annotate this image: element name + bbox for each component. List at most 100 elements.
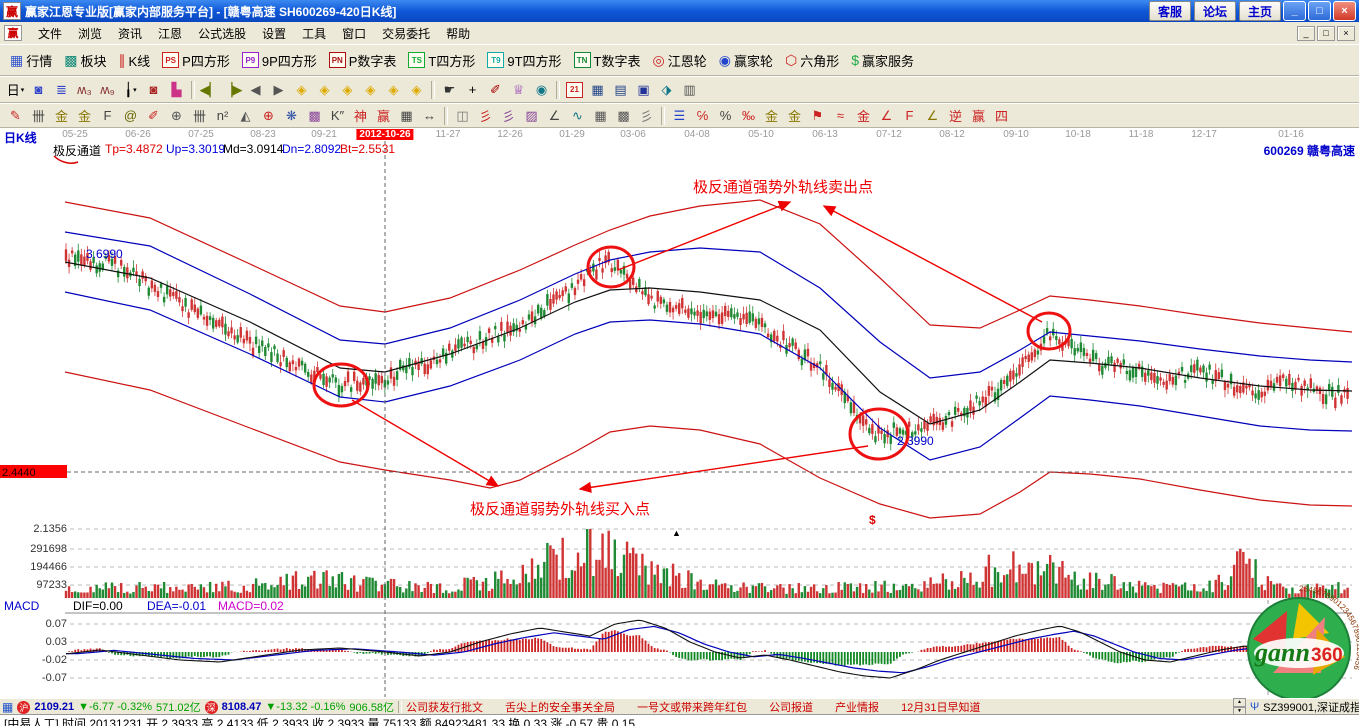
network-icon[interactable]: ⬗ bbox=[655, 80, 678, 100]
tool-六角形[interactable]: ⬡ 六角形 bbox=[779, 50, 845, 71]
purple-fan-icon[interactable]: 彡 bbox=[497, 106, 520, 126]
menu-文件[interactable]: 文件 bbox=[38, 26, 63, 41]
gold-line-icon[interactable]: 金 bbox=[783, 106, 806, 126]
tool-9T四方形[interactable]: T9 9T四方形 bbox=[481, 50, 567, 71]
chart-list-icon[interactable]: ☰ bbox=[668, 106, 691, 126]
gold-angle-icon[interactable]: ∠ bbox=[921, 106, 944, 126]
tool-9P四方形[interactable]: P9 9P四方形 bbox=[236, 50, 323, 71]
notes-icon[interactable]: ▤ bbox=[609, 80, 632, 100]
shen-tool-icon[interactable]: 神 bbox=[349, 106, 372, 126]
span-arrow-icon[interactable]: ↔ bbox=[418, 106, 441, 126]
menu-工具[interactable]: 工具 bbox=[302, 26, 327, 41]
zoom-in-icon[interactable]: ◈ bbox=[359, 80, 382, 100]
gold-red-icon[interactable]: 金 bbox=[852, 106, 875, 126]
pattern-blue-icon[interactable]: ◙ bbox=[27, 80, 50, 100]
angle-flag-icon[interactable]: ◭ bbox=[234, 106, 257, 126]
tool-P四方形[interactable]: PS P四方形 bbox=[156, 50, 236, 71]
gridbox-icon[interactable]: ▦ bbox=[589, 106, 612, 126]
news-link-1[interactable]: 舌尖上的安全事关全局 bbox=[505, 702, 616, 714]
zoom-h-icon[interactable]: ◈ bbox=[336, 80, 359, 100]
red-angle-icon[interactable]: ∠ bbox=[875, 106, 898, 126]
news-link-3[interactable]: 公司报道 bbox=[769, 702, 814, 714]
prev-bar-icon[interactable]: ◀ bbox=[244, 80, 267, 100]
next-bar-icon[interactable]: ▶ bbox=[267, 80, 290, 100]
win-tool-icon[interactable]: 赢 bbox=[372, 106, 395, 126]
zoom-all-icon[interactable]: ◈ bbox=[405, 80, 428, 100]
pen-tool-icon[interactable]: ✎ bbox=[4, 106, 27, 126]
tool-江恩轮[interactable]: ◎ 江恩轮 bbox=[647, 50, 713, 71]
menu-窗口[interactable]: 窗口 bbox=[342, 26, 367, 41]
gann-circle-icon[interactable]: ⊕ bbox=[257, 106, 280, 126]
calculator-icon[interactable]: ▦ bbox=[586, 80, 609, 100]
ni-tool-icon[interactable]: 逆 bbox=[944, 106, 967, 126]
zoom-left-icon[interactable]: ◈ bbox=[290, 80, 313, 100]
news-link-5[interactable]: 12月31日早知道 bbox=[901, 702, 981, 714]
percent-icon[interactable]: % bbox=[714, 106, 737, 126]
comb2-tool-icon[interactable]: 卌 bbox=[188, 106, 211, 126]
print-icon[interactable]: ▥ bbox=[678, 80, 701, 100]
news-link-0[interactable]: 公司获发行批文 bbox=[406, 702, 484, 714]
child-restore-button[interactable]: □ bbox=[1317, 25, 1335, 41]
spiral-tool-icon[interactable]: @ bbox=[119, 106, 142, 126]
win2-tool-icon[interactable]: 赢 bbox=[967, 106, 990, 126]
f-angle-icon[interactable]: F bbox=[898, 106, 921, 126]
tool-赢家服务[interactable]: $ 赢家服务 bbox=[845, 50, 920, 71]
permille-icon[interactable]: ‰ bbox=[737, 106, 760, 126]
tool-行情[interactable]: ▦ 行情 bbox=[4, 50, 58, 71]
wave3-icon[interactable]: ʍ₃ bbox=[73, 80, 96, 100]
pattern-red-icon[interactable]: ◙ bbox=[142, 80, 165, 100]
gold-circle-icon[interactable]: 金 bbox=[760, 106, 783, 126]
snowflake-icon[interactable]: ❋ bbox=[280, 106, 303, 126]
child-close-button[interactable]: × bbox=[1337, 25, 1355, 41]
draw-pin-icon[interactable]: ✐ bbox=[484, 80, 507, 100]
calendar-icon[interactable]: 21 bbox=[563, 80, 586, 100]
news-link-2[interactable]: 一号文或带来跨年红包 bbox=[637, 702, 748, 714]
crosshair-icon[interactable]: + bbox=[461, 80, 484, 100]
percent7-icon[interactable]: ℅ bbox=[691, 106, 714, 126]
quote-grid-icon[interactable]: ▦ bbox=[2, 700, 14, 714]
angle-line-icon[interactable]: ∠ bbox=[543, 106, 566, 126]
crown-icon[interactable]: ♕ bbox=[507, 80, 530, 100]
kline-type-dropdown[interactable]: 日 ▾ bbox=[4, 80, 27, 100]
first-bar-icon[interactable]: ◀▏ bbox=[198, 80, 221, 100]
close-button[interactable]: × bbox=[1333, 1, 1356, 21]
histogram-icon[interactable]: ▙ bbox=[165, 80, 188, 100]
restore-button[interactable]: □ bbox=[1308, 1, 1331, 21]
news-link-4[interactable]: 产业情报 bbox=[835, 702, 880, 714]
clock-circle-icon[interactable]: ⊕ bbox=[165, 106, 188, 126]
gold-comb2-icon[interactable]: 金 bbox=[73, 106, 96, 126]
save-icon[interactable]: ▣ bbox=[632, 80, 655, 100]
square-num-icon[interactable]: n² bbox=[211, 106, 234, 126]
zoom-out-icon[interactable]: ◈ bbox=[382, 80, 405, 100]
fibo-comb-icon[interactable]: F bbox=[96, 106, 119, 126]
parallel-lines-icon[interactable]: 彡 bbox=[635, 106, 658, 126]
last-bar-icon[interactable]: ▕▶ bbox=[221, 80, 244, 100]
quick-button-0[interactable]: 客服 bbox=[1148, 1, 1191, 21]
brain-icon[interactable]: ◉ bbox=[530, 80, 553, 100]
tool-T四方形[interactable]: TS T四方形 bbox=[402, 50, 481, 71]
comb-tool-icon[interactable]: 卌 bbox=[27, 106, 50, 126]
flag-icon[interactable]: ⚑ bbox=[806, 106, 829, 126]
kline-mark-icon[interactable]: K″ bbox=[326, 106, 349, 126]
spiderweb-icon[interactable]: ▩ bbox=[303, 106, 326, 126]
candle-style-dropdown[interactable]: ╽ ▾ bbox=[119, 80, 142, 100]
tool-赢家轮[interactable]: ◉ 赢家轮 bbox=[713, 50, 779, 71]
tool-K线[interactable]: ∥ K线 bbox=[113, 50, 157, 71]
red-fan-icon[interactable]: 彡 bbox=[474, 106, 497, 126]
kline-chart-canvas[interactable]: 2.4440 2.1356 291698 194466 97233 0.07 0.03 -0.… bbox=[0, 128, 1359, 714]
si-tool-icon[interactable]: 四 bbox=[990, 106, 1013, 126]
hand-icon[interactable]: ☛ bbox=[438, 80, 461, 100]
tool-T数字表[interactable]: TN T数字表 bbox=[568, 50, 647, 71]
tool-板块[interactable]: ▩ 板块 bbox=[58, 50, 112, 71]
tool-P数字表[interactable]: PN P数字表 bbox=[323, 50, 403, 71]
rocket-tool-icon[interactable]: ✐ bbox=[142, 106, 165, 126]
vline-icon[interactable]: ∿ bbox=[566, 106, 589, 126]
menu-交易委托[interactable]: 交易委托 bbox=[382, 26, 431, 41]
minimize-button[interactable]: _ bbox=[1283, 1, 1306, 21]
gold-comb-icon[interactable]: 金 bbox=[50, 106, 73, 126]
menu-资讯[interactable]: 资讯 bbox=[118, 26, 143, 41]
menu-浏览[interactable]: 浏览 bbox=[78, 26, 103, 41]
report-icon[interactable]: ≣ bbox=[50, 80, 73, 100]
zoom-right-icon[interactable]: ◈ bbox=[313, 80, 336, 100]
quick-button-2[interactable]: 主页 bbox=[1238, 1, 1281, 21]
